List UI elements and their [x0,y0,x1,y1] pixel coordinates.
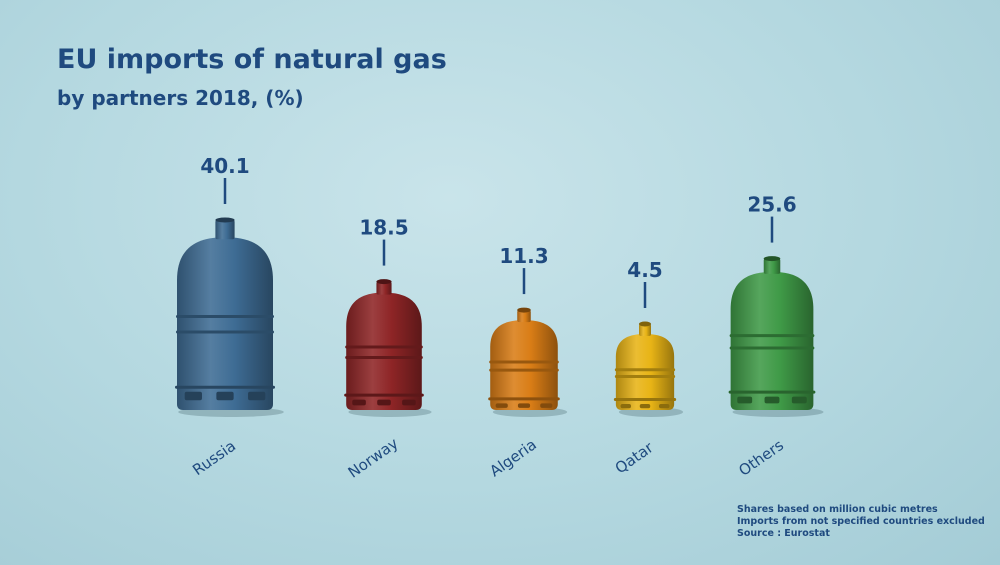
cylinder-valve-top [517,307,531,313]
cylinder-body [177,237,273,410]
value-label: 40.1 [200,154,249,178]
cylinder-foot-hole [764,396,780,404]
value-label: 25.6 [747,193,796,217]
cylinder-ring [729,346,815,350]
value-label: 4.5 [627,258,662,282]
cylinder-ring [729,334,815,338]
category-label: Russia [189,437,239,479]
cylinder-valve-top [376,279,392,285]
chart-subtitle: by partners 2018, (%) [57,86,304,110]
cylinder-foot-ring [488,397,560,401]
category-label: Norway [345,434,402,481]
cylinder-foot-hole [620,404,632,409]
note-source: Source : Eurostat [737,528,830,539]
cylinder-ring [614,375,676,379]
cylinder-ring [176,314,274,318]
cylinder-algeria [488,268,568,417]
chart-notes: Shares based on million cubic metres Imp… [737,504,985,540]
cylinder-ring [345,356,423,360]
cylinder-foot-hole [540,403,553,408]
cylinder-valve-top [639,321,651,327]
cylinder-foot-hole [658,404,670,409]
category-label: Algeria [486,435,540,480]
cylinder-ring [489,360,559,364]
cylinder-ring [489,368,559,372]
cylinder-foot-ring [728,390,816,394]
cylinder-valve [376,281,392,295]
cylinder-valve-top [763,256,781,262]
cylinder-foot-hole [737,396,753,404]
cylinder-valve [215,220,235,240]
cylinder-others [728,216,824,417]
cylinder-foot-hole [495,403,508,408]
value-label: 18.5 [359,216,408,240]
cylinder-body [730,271,814,410]
cylinder-foot-hole [184,391,202,401]
cylinder-foot-hole [791,396,807,404]
cylinder-foot-hole [377,399,391,406]
cylinder-valve [763,258,781,274]
cylinder-foot-hole [248,391,266,401]
cylinder-qatar [613,282,684,417]
cylinder-ring [345,345,423,349]
cylinder-valve [639,324,651,336]
cylinder-norway [344,239,432,417]
note-excluded: Imports from not specified countries exc… [737,516,985,527]
value-label: 11.3 [499,244,548,268]
category-label: Qatar [612,438,658,477]
cylinder-body [346,292,422,410]
cylinder-foot-hole [352,399,366,406]
cylinder-body [615,334,675,410]
cylinder-foot-hole [402,399,416,406]
cylinder-russia [175,178,284,417]
cylinder-foot-ring [344,393,424,397]
cylinder-valve [517,310,531,323]
cylinder-foot-hole [216,391,234,401]
category-label: Others [735,436,787,480]
cylinder-body [490,320,558,410]
cylinder-foot-ring [613,398,677,401]
cylinder-foot-hole [639,404,651,409]
note-shares: Shares based on million cubic metres [737,504,938,515]
cylinder-ring [176,330,274,334]
chart-title: EU imports of natural gas [57,44,447,75]
cylinder-ring [614,368,676,372]
cylinder-foot-ring [175,385,275,389]
cylinder-valve-top [215,217,235,223]
cylinder-foot-hole [517,403,531,408]
